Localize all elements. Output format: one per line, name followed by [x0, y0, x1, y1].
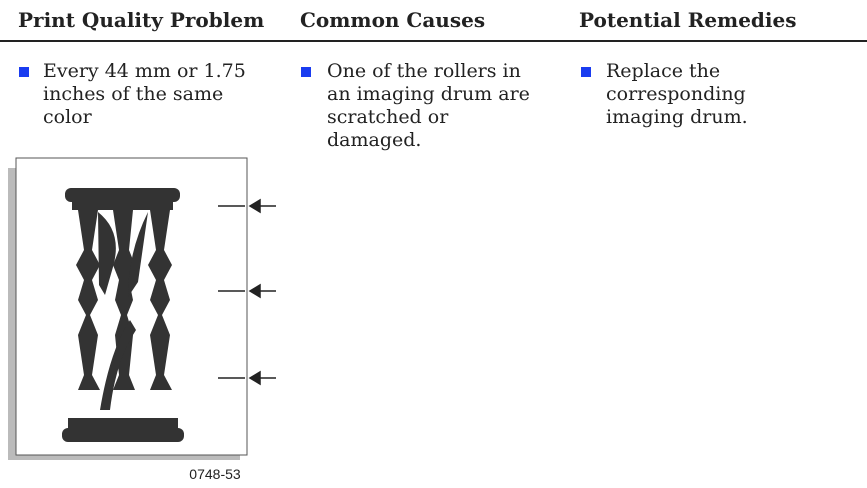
header-rule	[0, 40, 867, 42]
bullet	[19, 67, 29, 77]
cell-line: inches of the same	[43, 83, 224, 105]
column-header: Common Causes	[300, 8, 486, 32]
column-header: Print Quality Problem	[18, 8, 265, 32]
table-cell: Every 44 mm or 1.75 inches of the same col…	[43, 60, 246, 129]
bullet	[301, 67, 311, 77]
cell-line: Every 44 mm or 1.75	[43, 60, 246, 82]
cell-line: an imaging drum are	[327, 83, 530, 105]
cell-line: imaging drum.	[606, 106, 748, 128]
cell-line: scratched or	[327, 106, 449, 128]
figure-caption: 0748-53	[189, 466, 241, 482]
column-header: Potential Remedies	[579, 8, 797, 32]
cell-line: corresponding	[606, 83, 746, 105]
table-cell: One of the rollers in an imaging drum are…	[327, 60, 530, 152]
illustration	[8, 157, 276, 460]
cell-line: damaged.	[327, 129, 422, 151]
bullet	[581, 67, 591, 77]
cell-line: One of the rollers in	[327, 60, 521, 82]
table-cell: Replace the corresponding imaging drum.	[606, 60, 748, 129]
cell-line: color	[43, 106, 92, 128]
cell-line: Replace the	[606, 60, 721, 82]
